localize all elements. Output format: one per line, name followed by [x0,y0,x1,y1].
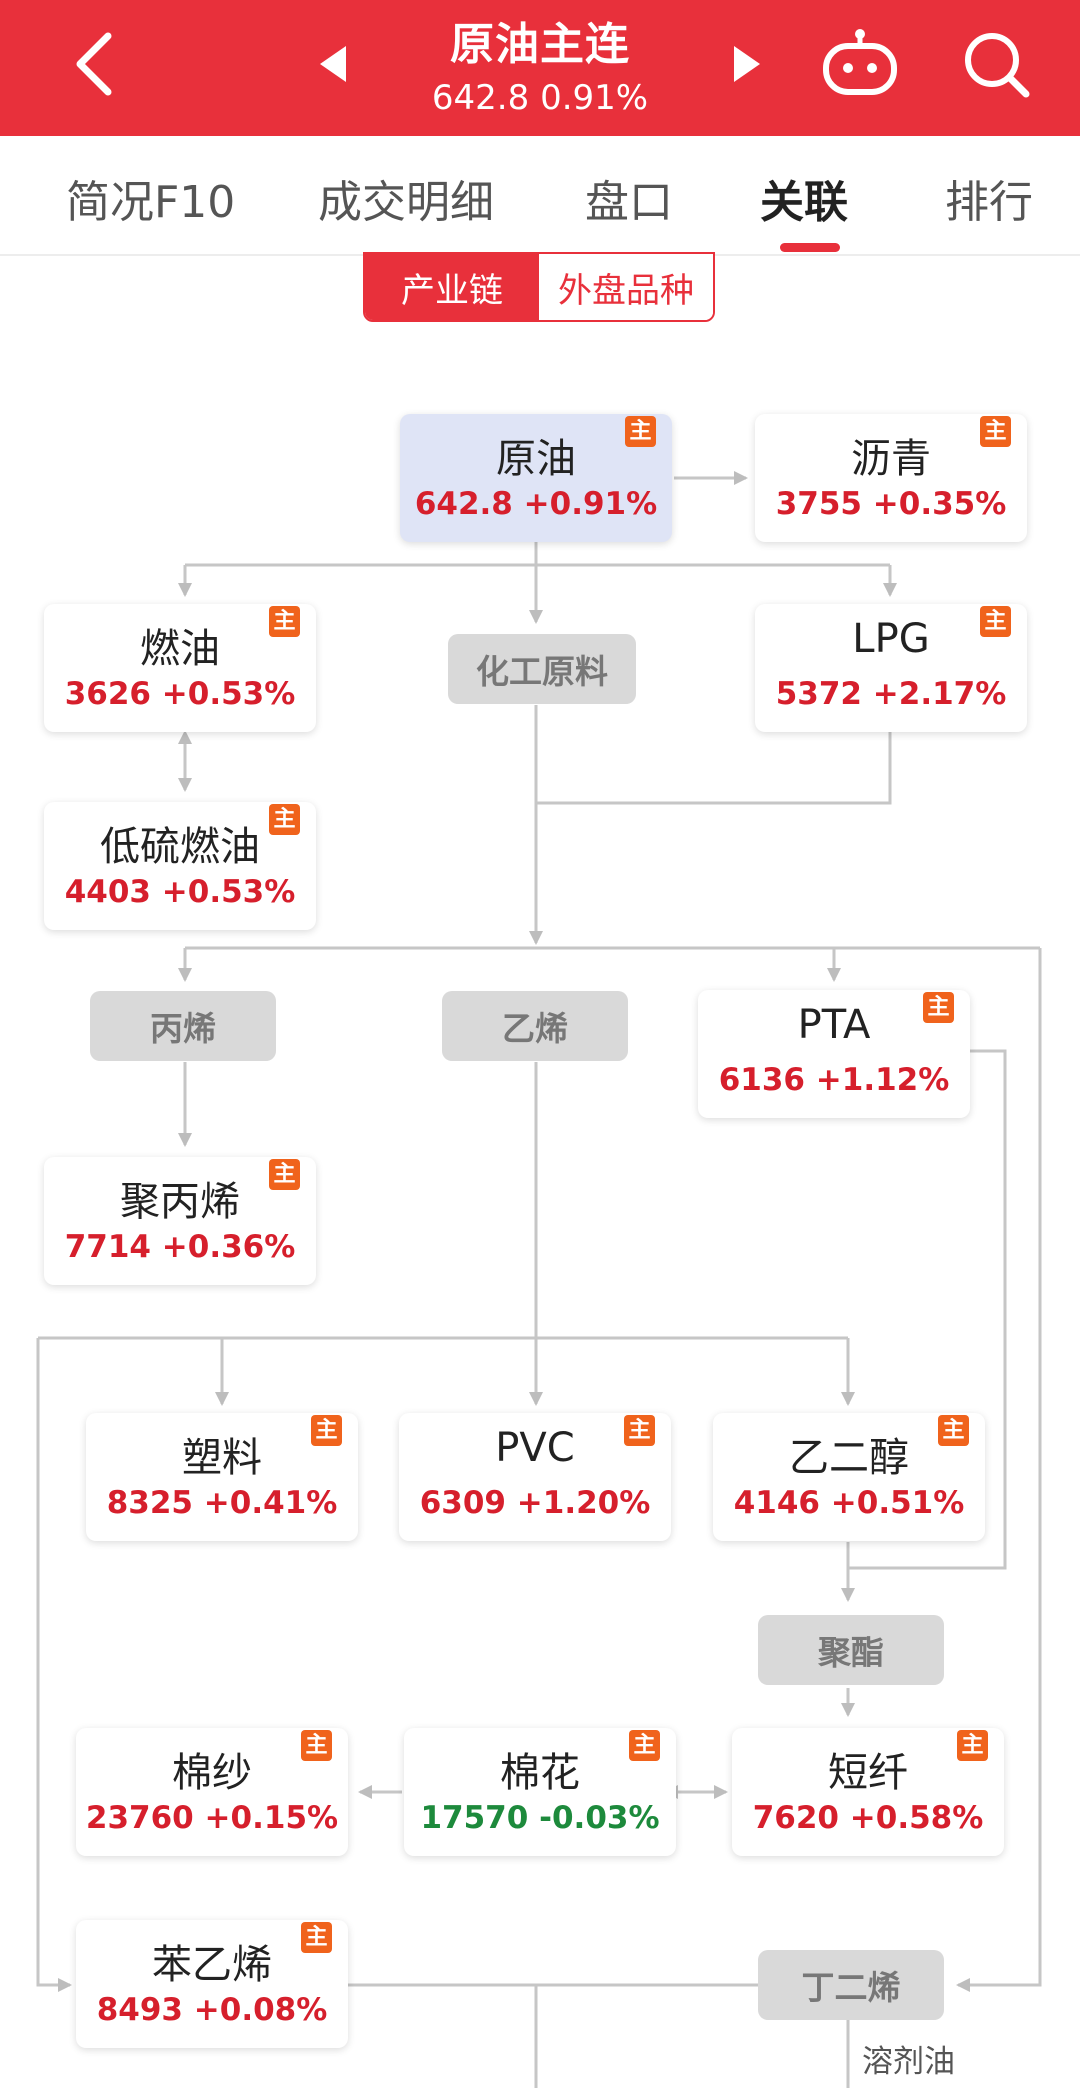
node-name: 乙二醇 [789,1435,909,1481]
tab-related[interactable]: 关联 [760,177,848,228]
main-contract-badge: 主 [923,992,954,1023]
node-low-sulfur-fuel-oil[interactable]: 低硫燃油 4403 +0.53% 主 [44,802,316,930]
active-tab-indicator [780,243,840,252]
node-name: 燃油 [140,626,220,672]
solvent-oil-label: 溶剂油 [862,2044,955,2080]
robot-icon[interactable] [820,26,900,98]
main-contract-badge: 主 [624,1415,655,1446]
main-contract-badge: 主 [957,1730,988,1761]
app-header: 原油主连 642.8 0.91% [0,0,1080,136]
main-contract-badge: 主 [311,1415,342,1446]
main-contract-badge: 主 [980,416,1011,447]
tab-f10[interactable]: 简况F10 [66,177,236,228]
main-contract-badge: 主 [301,1730,332,1761]
tab-bar: 简况F10 成交明细 盘口 关联 排行 [0,136,1080,256]
node-name: LPG [852,616,930,662]
node-pvc[interactable]: PVC 6309 +1.20% 主 [399,1413,671,1541]
node-polypropylene[interactable]: 聚丙烯 7714 +0.36% 主 [44,1157,316,1285]
node-quote: 8325 +0.41% [106,1485,338,1521]
node-quote: 3626 +0.53% [64,676,296,712]
tab-trade-details[interactable]: 成交明细 [318,177,494,228]
node-quote: 4146 +0.51% [733,1485,965,1521]
segment-industry-chain[interactable]: 产业链 [365,254,539,320]
category-butadiene: 丁二烯 [758,1950,944,2020]
tab-ranking[interactable]: 排行 [945,177,1033,228]
node-quote: 17570 -0.03% [420,1800,660,1836]
node-name: 短纤 [828,1750,908,1796]
main-contract-badge: 主 [980,606,1011,637]
node-name: 塑料 [182,1435,262,1481]
node-cotton-yarn[interactable]: 棉纱 23760 +0.15% 主 [76,1728,348,1856]
node-quote: 3755 +0.35% [775,486,1007,522]
node-fuel-oil[interactable]: 燃油 3626 +0.53% 主 [44,604,316,732]
node-quote: 4403 +0.53% [64,874,296,910]
main-contract-badge: 主 [629,1730,660,1761]
node-name: 沥青 [851,436,931,482]
node-quote: 7620 +0.58% [752,1800,984,1836]
node-staple-fiber[interactable]: 短纤 7620 +0.58% 主 [732,1728,1004,1856]
node-cotton[interactable]: 棉花 17570 -0.03% 主 [404,1728,676,1856]
node-asphalt[interactable]: 沥青 3755 +0.35% 主 [755,414,1027,542]
main-contract-badge: 主 [269,606,300,637]
node-lpg[interactable]: LPG 5372 +2.17% 主 [755,604,1027,732]
node-quote: 6309 +1.20% [419,1485,651,1521]
node-crude-oil[interactable]: 原油 642.8 +0.91% 主 [400,414,672,542]
next-contract-button[interactable] [730,44,764,84]
search-icon[interactable] [960,28,1032,100]
page-title: 原油主连 [450,19,630,70]
view-segment: 产业链 外盘品种 [363,252,715,322]
prev-contract-button[interactable] [316,44,350,84]
node-name: PVC [495,1425,575,1471]
node-name: 苯乙烯 [152,1942,272,1988]
node-name: 棉花 [500,1750,580,1796]
node-styrene[interactable]: 苯乙烯 8493 +0.08% 主 [76,1920,348,2048]
category-ethylene: 乙烯 [442,991,628,1061]
node-name: 棉纱 [172,1750,252,1796]
node-plastic[interactable]: 塑料 8325 +0.41% 主 [86,1413,358,1541]
last-price: 642.8 [431,78,530,118]
node-ethylene-glycol[interactable]: 乙二醇 4146 +0.51% 主 [713,1413,985,1541]
category-propylene: 丙烯 [90,991,276,1061]
main-contract-badge: 主 [269,804,300,835]
node-name: 低硫燃油 [100,824,260,870]
main-contract-badge: 主 [938,1415,969,1446]
price-readout: 642.8 0.91% [340,78,740,118]
node-quote: 8493 +0.08% [96,1992,328,2028]
back-button[interactable] [70,30,120,98]
node-quote: 5372 +2.17% [775,676,1007,712]
node-quote: 7714 +0.36% [64,1229,296,1265]
node-quote: 23760 +0.15% [85,1800,339,1836]
node-pta[interactable]: PTA 6136 +1.12% 主 [698,990,970,1118]
node-quote: 642.8 +0.91% [414,486,658,522]
category-chemical-raw: 化工原料 [448,634,636,704]
change-percent: 0.91% [540,78,649,118]
main-contract-badge: 主 [301,1922,332,1953]
node-name: PTA [797,1002,871,1048]
segment-foreign-varieties[interactable]: 外盘品种 [539,254,713,320]
node-quote: 6136 +1.12% [718,1062,950,1098]
node-name: 聚丙烯 [120,1179,240,1225]
main-contract-badge: 主 [625,416,656,447]
category-polyester: 聚酯 [758,1615,944,1685]
main-contract-badge: 主 [269,1159,300,1190]
tab-order-book[interactable]: 盘口 [585,177,673,228]
node-name: 原油 [496,436,576,482]
